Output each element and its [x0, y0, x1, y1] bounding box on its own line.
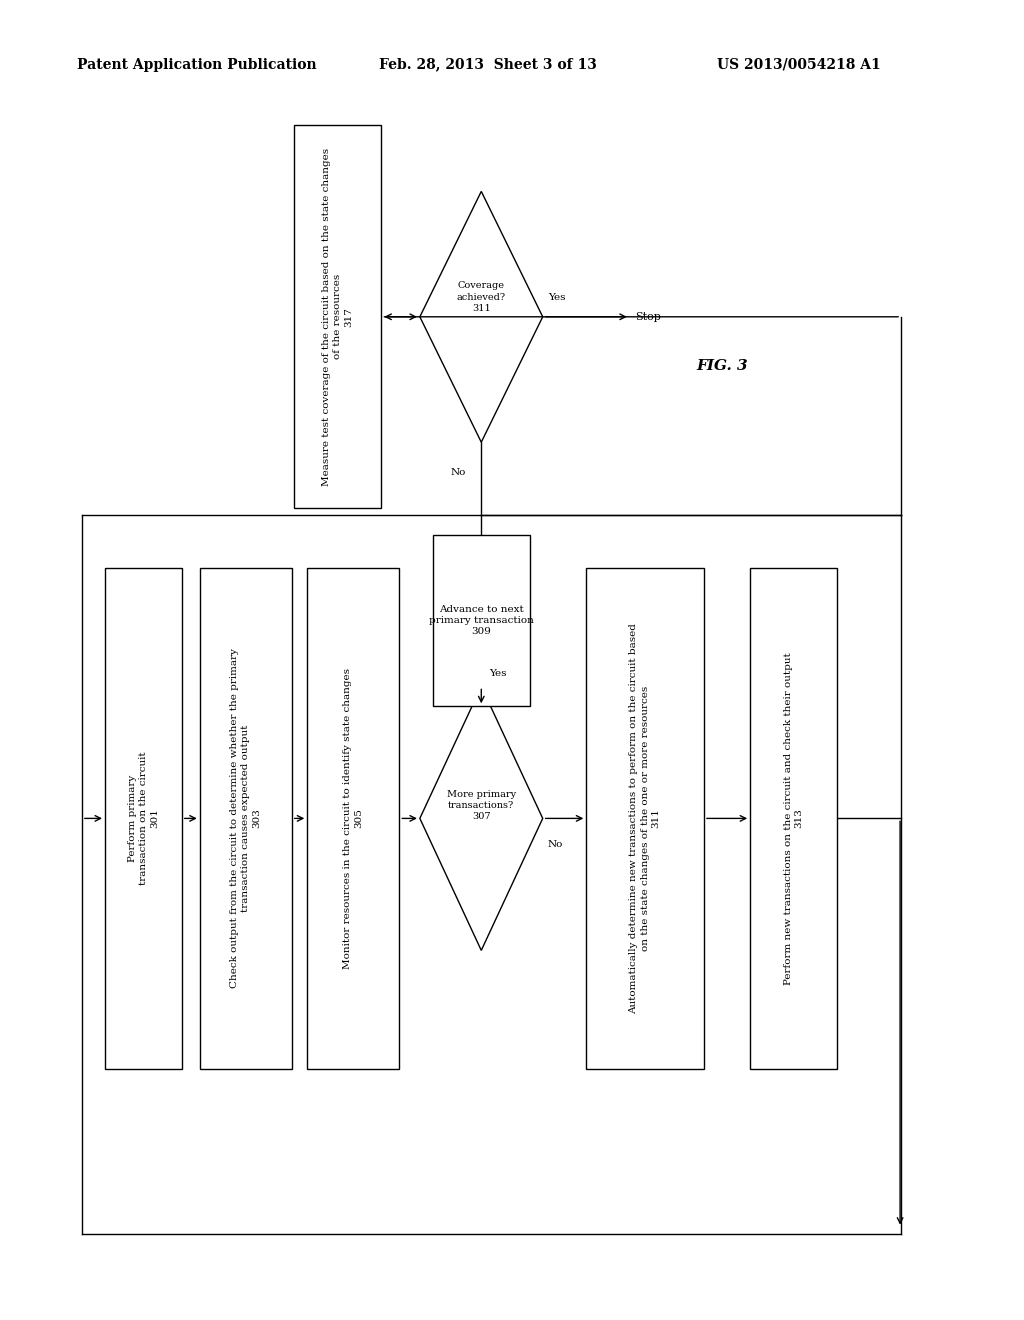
Text: Coverage
achieved?
311: Coverage achieved? 311 — [457, 281, 506, 313]
Text: Feb. 28, 2013  Sheet 3 of 13: Feb. 28, 2013 Sheet 3 of 13 — [379, 58, 597, 71]
Text: Measure test coverage of the circuit based on the state changes
of the resources: Measure test coverage of the circuit bas… — [323, 148, 353, 486]
Text: Perform new transactions on the circuit and check their output
313: Perform new transactions on the circuit … — [783, 652, 804, 985]
Polygon shape — [420, 686, 543, 950]
Text: Stop: Stop — [635, 312, 660, 322]
Text: Yes: Yes — [548, 293, 565, 302]
Bar — [432, 535, 530, 706]
Text: Check output from the circuit to determine whether the primary
transaction cause: Check output from the circuit to determi… — [230, 648, 261, 989]
Polygon shape — [420, 191, 543, 442]
Text: More primary
transactions?
307: More primary transactions? 307 — [446, 789, 516, 821]
Text: Perform primary
transaction on the circuit
301: Perform primary transaction on the circu… — [128, 751, 159, 886]
Text: No: No — [548, 841, 563, 850]
Text: US 2013/0054218 A1: US 2013/0054218 A1 — [717, 58, 881, 71]
Text: Automatically determine new transactions to perform on the circuit based
on the : Automatically determine new transactions… — [630, 623, 660, 1014]
Text: Patent Application Publication: Patent Application Publication — [77, 58, 316, 71]
Text: Monitor resources in the circuit to identify state changes
305: Monitor resources in the circuit to iden… — [343, 668, 364, 969]
Bar — [750, 568, 838, 1069]
Text: Yes: Yes — [489, 669, 507, 678]
Bar — [295, 125, 382, 508]
Bar — [307, 568, 399, 1069]
Bar — [586, 568, 705, 1069]
Bar — [105, 568, 182, 1069]
Bar — [200, 568, 292, 1069]
Text: Advance to next
primary transaction
309: Advance to next primary transaction 309 — [429, 605, 534, 636]
Text: No: No — [451, 469, 466, 478]
Text: FIG. 3: FIG. 3 — [696, 359, 748, 372]
